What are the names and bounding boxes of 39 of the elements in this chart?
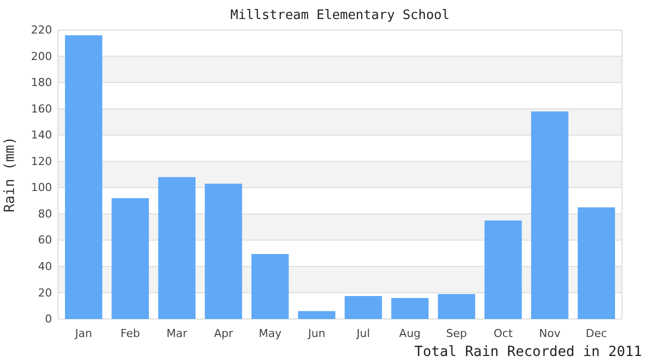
x-tick-label: Sep <box>446 326 467 340</box>
x-tick-label: Mar <box>166 326 188 340</box>
y-tick-label: 140 <box>31 128 52 142</box>
bar <box>484 220 522 319</box>
x-tick-label: Dec <box>586 326 608 340</box>
y-axis-title: Rain (mm) <box>2 136 18 212</box>
bar <box>438 294 476 319</box>
y-tick-label: 0 <box>45 312 52 326</box>
y-tick-label: 220 <box>31 24 52 37</box>
bar <box>578 207 616 319</box>
y-tick-label: 100 <box>31 181 52 194</box>
x-tick-label: Jul <box>356 326 370 340</box>
y-tick-label: 20 <box>38 286 52 300</box>
x-tick-label: Oct <box>494 326 514 340</box>
bar <box>391 298 429 319</box>
y-tick-label: 180 <box>31 76 52 90</box>
chart-title: Millstream Elementary School <box>230 8 450 23</box>
y-tick-label: 200 <box>31 50 52 63</box>
y-tick-label: 120 <box>31 154 52 168</box>
x-tick-label: Feb <box>120 326 140 340</box>
bar <box>204 184 242 319</box>
y-tick-label: 40 <box>38 260 52 273</box>
x-tick-label: Nov <box>539 326 561 340</box>
x-tick-label: Apr <box>214 326 234 340</box>
bar <box>112 198 149 319</box>
x-tick-label: May <box>258 326 282 340</box>
x-axis-title: Total Rain Recorded in 2011 <box>414 344 642 360</box>
bar <box>531 111 568 319</box>
y-tick-label: 80 <box>38 207 52 220</box>
bar <box>344 296 382 319</box>
x-tick-label: Jan <box>74 326 92 340</box>
bar <box>251 254 289 319</box>
bar <box>298 311 336 319</box>
x-tick-label: Jun <box>307 326 326 340</box>
y-tick-label: 60 <box>38 234 52 247</box>
y-tick-label: 160 <box>31 102 52 116</box>
bar <box>158 177 196 319</box>
x-tick-label: Aug <box>399 326 421 340</box>
bar <box>64 35 102 319</box>
